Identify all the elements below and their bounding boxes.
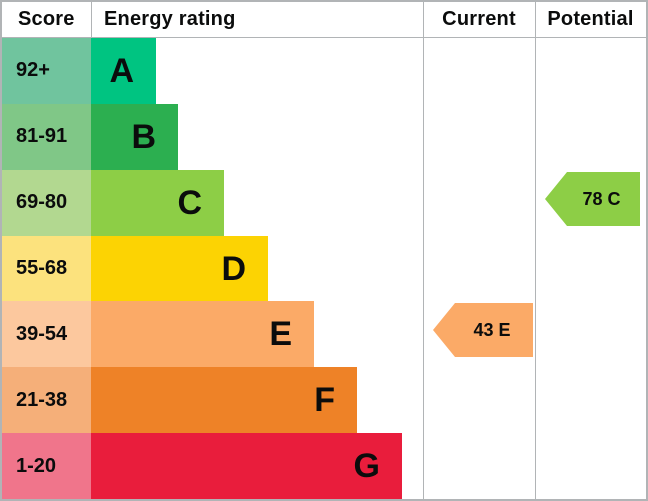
band-row-c: 69-80 C (2, 169, 646, 236)
band-bar-d: D (91, 235, 268, 302)
band-row-a: 92+ A (2, 38, 646, 104)
potential-rating-label: 78 C (582, 188, 621, 209)
band-row-b: 81-91 B (2, 103, 646, 170)
band-row-f: 21-38 F (2, 367, 646, 434)
band-bar-c: C (91, 169, 224, 236)
score-range-f: 21-38 (2, 367, 91, 434)
score-range-a: 92+ (2, 38, 91, 104)
column-header-energy-rating-label: Energy rating (104, 8, 236, 30)
band-row-e: 39-54 E (2, 301, 646, 368)
band-bar-a: A (91, 38, 156, 104)
current-rating-label: 43 E (473, 319, 511, 340)
column-header-current: Current (423, 2, 535, 37)
score-range-g: 1-20 (2, 433, 91, 499)
column-header-score-label: Score (18, 8, 75, 30)
column-header-potential-label: Potential (547, 8, 634, 30)
current-rating-arrow: 43 E (433, 303, 533, 357)
column-header-potential: Potential (535, 2, 646, 37)
potential-column-divider (535, 2, 536, 499)
score-range-c: 69-80 (2, 169, 91, 236)
score-range-d: 55-68 (2, 235, 91, 302)
band-row-g: 1-20 G (2, 433, 646, 499)
band-bar-e: E (91, 301, 314, 368)
column-header-current-label: Current (442, 8, 516, 30)
potential-rating-arrow: 78 C (545, 172, 640, 226)
column-header-score: Score (2, 2, 92, 37)
band-bar-b: B (91, 103, 178, 170)
chart-header-row: Score Energy rating Current Potential (2, 2, 646, 38)
band-bar-f: F (91, 367, 357, 434)
score-range-b: 81-91 (2, 103, 91, 170)
band-rows: 92+ A 81-91 B 69-80 C 55-68 D 39-54 E 21-38 F 1-20 G (2, 38, 646, 499)
band-row-d: 55-68 D (2, 235, 646, 302)
current-column-divider (423, 2, 424, 499)
score-range-e: 39-54 (2, 301, 91, 368)
column-header-energy-rating: Energy rating (92, 2, 423, 37)
band-bar-g: G (91, 433, 402, 499)
